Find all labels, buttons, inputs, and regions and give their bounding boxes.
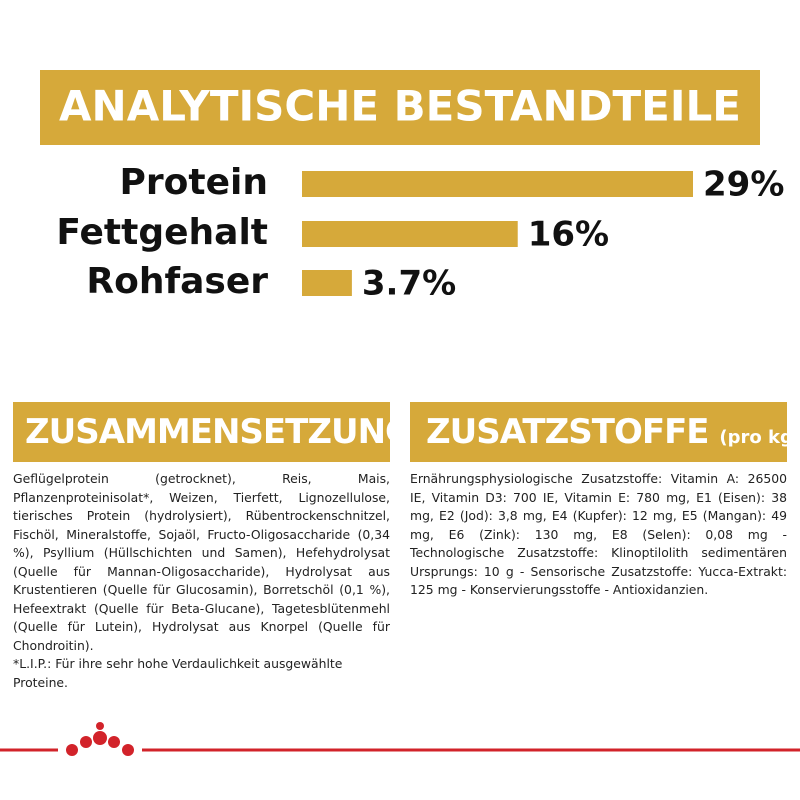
composition-title: ZUSAMMENSETZUNG [25, 412, 413, 452]
bar [302, 171, 693, 197]
category-label: Rohfaser [86, 261, 268, 302]
logo [58, 722, 142, 764]
bar [302, 221, 518, 247]
section-title: ZUSATZSTOFFE (pro kg) [410, 402, 800, 462]
composition-note: *L.I.P.: Für ihre sehr hohe Verdaulichke… [13, 656, 343, 690]
chart-title: ANALYTISCHE BESTANDTEILE [59, 82, 741, 131]
value-label: 16% [528, 215, 609, 255]
value-label: 3.7% [362, 264, 456, 304]
additives-text: Ernährungsphysiologische Zusatzstoffe: V… [410, 471, 787, 597]
value-label: 29% [703, 165, 784, 205]
section-title: ZUSAMMENSETZUNG [13, 402, 413, 462]
additives-title: ZUSATZSTOFFE [426, 412, 710, 452]
category-label: Fettgehalt [56, 212, 268, 253]
composition-body: Geflügelprotein (getrocknet), Reis, Mais… [13, 470, 390, 692]
category-label: Protein [120, 162, 268, 203]
composition-text: Geflügelprotein (getrocknet), Reis, Mais… [13, 471, 390, 653]
additives-title-suffix: (pro kg) [719, 427, 800, 448]
bar [302, 270, 352, 296]
title-banner [40, 70, 760, 145]
